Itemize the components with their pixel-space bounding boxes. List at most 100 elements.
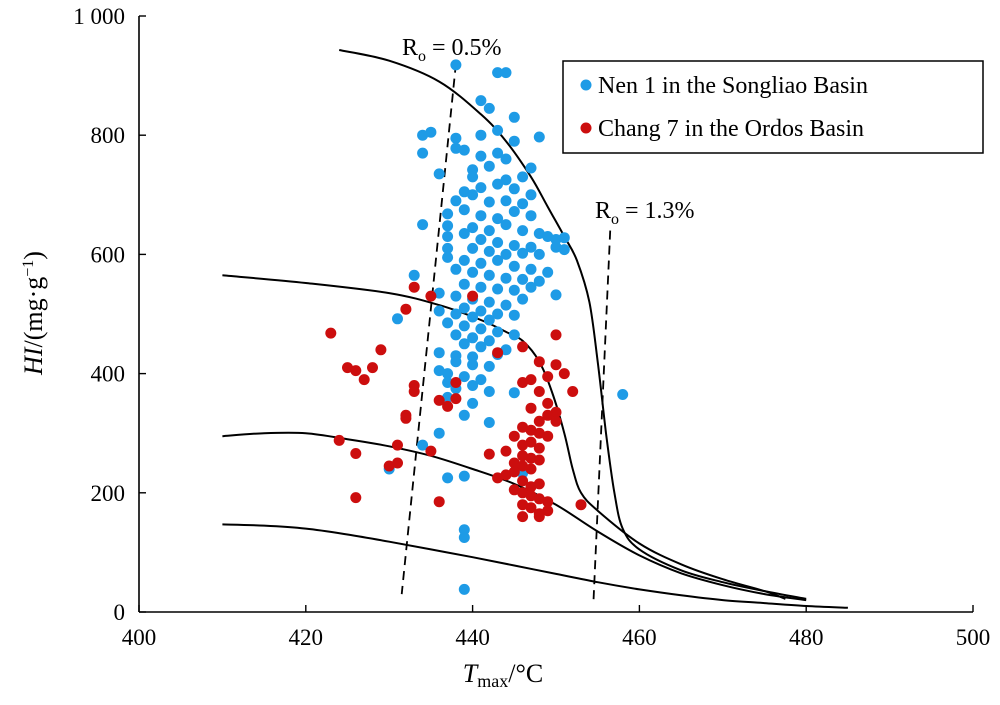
nen1-point [483, 417, 495, 428]
nen1-point [483, 225, 495, 237]
nen1-point [475, 182, 487, 194]
nen1-point [433, 427, 445, 439]
nen1-point [517, 293, 529, 305]
nen1-point [458, 371, 470, 383]
nen1-point [467, 311, 479, 323]
nen1-point [508, 284, 520, 296]
chang7-point [408, 281, 420, 293]
chang7-point [525, 481, 537, 493]
nen1-point [483, 296, 495, 308]
nen1-point [483, 245, 495, 257]
chang7-point [508, 457, 520, 469]
nen1-point [558, 232, 570, 244]
nen1-point [450, 59, 462, 71]
evolution-curve-2 [222, 274, 786, 600]
chang7-point [525, 402, 537, 414]
nen1-point [500, 195, 512, 207]
nen1-point [458, 228, 470, 239]
nen1-point [508, 111, 520, 123]
x-tick-label: 440 [455, 625, 490, 650]
chang7-point [542, 496, 554, 508]
chang7-point [517, 439, 529, 451]
nen1-point [500, 153, 512, 165]
nen1-point [483, 386, 495, 397]
ro-line-1 [400, 63, 457, 595]
nen1-point [525, 241, 537, 253]
nen1-point [433, 347, 445, 359]
nen1-point [450, 356, 462, 368]
nen1-point [417, 439, 429, 451]
nen1-point [492, 147, 504, 159]
nen1-point [533, 275, 545, 287]
chang7-point [550, 415, 562, 427]
nen1-point [550, 241, 562, 253]
nen1-point [475, 150, 487, 162]
nen1-point [508, 135, 520, 147]
nen1-point [442, 377, 454, 388]
nen1-point [508, 240, 520, 251]
chang7-point [517, 511, 529, 523]
nen1-point [475, 281, 487, 293]
chang7-point [433, 394, 445, 406]
nen1-point [450, 132, 462, 144]
nen1-point [550, 234, 562, 245]
chang7-point [350, 492, 362, 504]
nen1-point [425, 126, 437, 138]
nen1-point [392, 313, 403, 325]
nen1-point [475, 95, 487, 107]
nen1-point [417, 219, 429, 231]
nen1-point [408, 269, 420, 281]
nen1-point [458, 320, 470, 332]
nen1-point [483, 335, 495, 347]
chang7-point [442, 400, 454, 412]
chang7-point [525, 490, 537, 502]
nen1-point [483, 314, 495, 326]
chang7-point [483, 448, 495, 460]
chang7-point [350, 365, 362, 377]
chang7-point [433, 496, 445, 508]
nen1-point [450, 329, 462, 341]
chang7-point [542, 371, 554, 383]
nen1-point [525, 189, 537, 201]
nen1-point [467, 266, 479, 278]
chang7-point [550, 359, 562, 371]
nen1-point [450, 142, 462, 154]
chang7-point [525, 374, 537, 386]
nen1-point [525, 263, 537, 275]
nen1-point [483, 196, 495, 208]
nen1-point [442, 242, 454, 254]
chang7-point [533, 454, 545, 466]
chang7-point [500, 445, 512, 457]
data-points [325, 59, 629, 595]
x-tick-label: 480 [789, 625, 824, 650]
legend: Nen 1 in the Songliao Basin Chang 7 in t… [562, 60, 984, 154]
nen1-point [492, 254, 504, 266]
chang7-point [550, 329, 562, 341]
x-tick-label: 420 [289, 625, 324, 650]
chang7-point [525, 424, 537, 436]
chang7-point [342, 362, 353, 374]
legend-box [562, 60, 984, 154]
nen1-point [475, 210, 487, 222]
nen1-point [467, 359, 479, 371]
nen1-point [533, 131, 545, 143]
chang7-point [517, 341, 529, 353]
nen1-point [492, 178, 504, 190]
nen1-point [442, 251, 454, 263]
nen1-point [467, 171, 479, 183]
nen1-point [508, 260, 520, 272]
chang7-point [525, 452, 537, 464]
nen1-point [500, 219, 512, 231]
chang7-point [517, 450, 529, 462]
chang7-point [525, 436, 537, 448]
nen1-point [417, 129, 429, 141]
nen1-point [517, 171, 529, 183]
nen1-point [517, 225, 529, 237]
legend-label-nen1: Nen 1 in the Songliao Basin [598, 73, 868, 99]
chang7-point [383, 460, 395, 472]
chang7-point [525, 463, 537, 475]
nen1-point [542, 231, 554, 242]
chang7-point [517, 499, 529, 511]
nen1-point [475, 234, 487, 245]
nen1-point [442, 317, 454, 329]
